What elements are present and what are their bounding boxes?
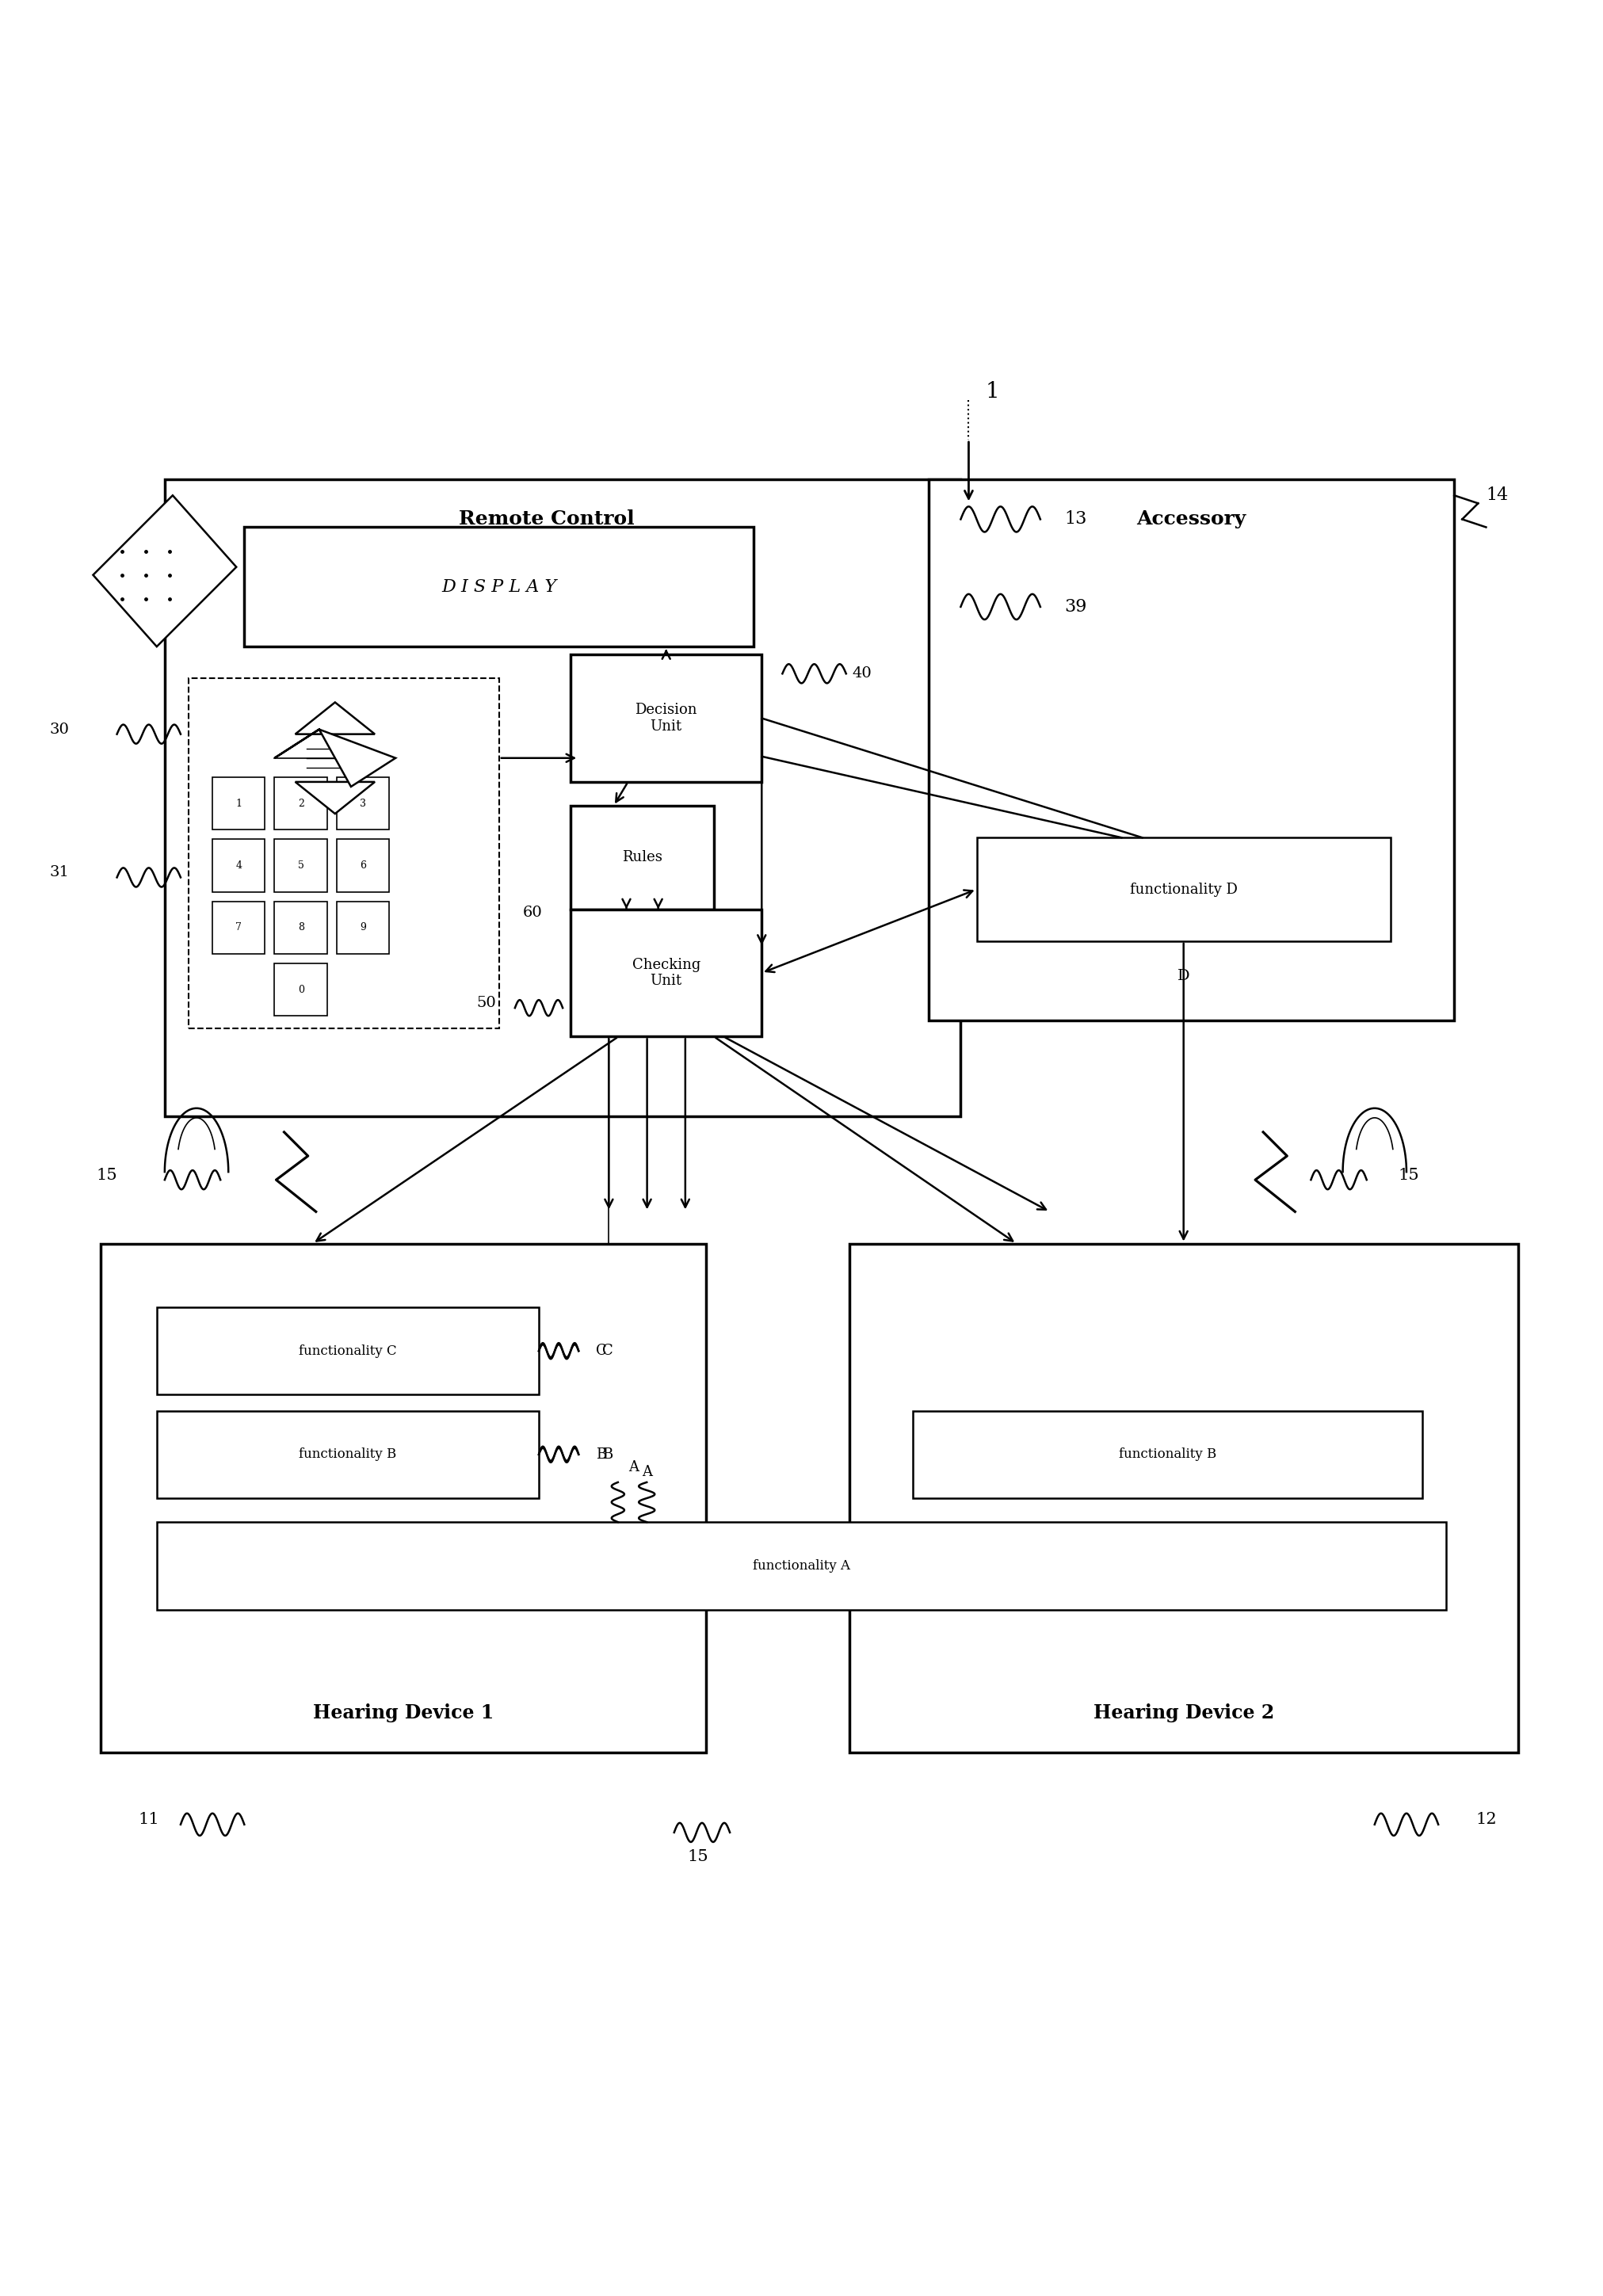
Bar — [928, 480, 1454, 1022]
FancyBboxPatch shape — [213, 840, 264, 891]
Text: 40: 40 — [853, 666, 872, 682]
FancyBboxPatch shape — [157, 1306, 539, 1394]
Text: Hearing Device 2: Hearing Device 2 — [1093, 1704, 1274, 1722]
Text: C: C — [596, 1343, 608, 1357]
FancyBboxPatch shape — [157, 1410, 539, 1499]
Text: 14: 14 — [1486, 487, 1508, 505]
Text: 12: 12 — [1475, 1812, 1497, 1828]
Polygon shape — [295, 783, 375, 813]
Text: 4: 4 — [236, 861, 242, 870]
Text: 39: 39 — [1064, 597, 1087, 615]
Text: A: A — [628, 1460, 640, 1474]
FancyBboxPatch shape — [274, 902, 327, 953]
Text: 9: 9 — [359, 923, 365, 932]
Text: B: B — [603, 1446, 612, 1463]
Text: D: D — [1177, 969, 1189, 983]
Text: functionality B: functionality B — [1119, 1449, 1217, 1460]
Text: Remote Control: Remote Control — [458, 510, 635, 528]
Polygon shape — [274, 730, 396, 788]
Text: 1: 1 — [236, 799, 242, 808]
Bar — [165, 480, 960, 1116]
Text: A: A — [641, 1465, 652, 1479]
Text: functionality A: functionality A — [753, 1559, 850, 1573]
Text: 0: 0 — [298, 985, 305, 994]
Text: B: B — [596, 1446, 606, 1463]
Text: Hearing Device 1: Hearing Device 1 — [313, 1704, 494, 1722]
FancyBboxPatch shape — [213, 902, 264, 953]
Text: 30: 30 — [50, 723, 69, 737]
Text: Checking
Unit: Checking Unit — [632, 957, 701, 987]
FancyBboxPatch shape — [157, 1522, 1446, 1609]
FancyBboxPatch shape — [337, 776, 390, 829]
Text: C: C — [603, 1343, 614, 1357]
FancyBboxPatch shape — [274, 964, 327, 1015]
Text: 50: 50 — [476, 996, 495, 1010]
Bar — [101, 1244, 705, 1752]
Text: 6: 6 — [359, 861, 365, 870]
Polygon shape — [93, 496, 236, 647]
Text: 7: 7 — [236, 923, 242, 932]
Text: functionality B: functionality B — [298, 1449, 396, 1460]
FancyBboxPatch shape — [274, 840, 327, 891]
FancyBboxPatch shape — [337, 902, 390, 953]
Text: 15: 15 — [96, 1169, 117, 1182]
Bar — [571, 654, 761, 783]
Text: 1: 1 — [986, 381, 1000, 402]
FancyBboxPatch shape — [337, 840, 390, 891]
Text: 5: 5 — [298, 861, 305, 870]
FancyBboxPatch shape — [213, 776, 264, 829]
Text: 8: 8 — [298, 923, 305, 932]
Text: 60: 60 — [523, 905, 542, 921]
Text: Decision
Unit: Decision Unit — [635, 703, 697, 735]
Text: D I S P L A Y: D I S P L A Y — [441, 579, 556, 595]
Bar — [571, 909, 761, 1035]
Text: 13: 13 — [1064, 510, 1087, 528]
Text: Rules: Rules — [622, 850, 662, 866]
Polygon shape — [295, 703, 375, 735]
Text: functionality C: functionality C — [298, 1343, 398, 1357]
Text: 11: 11 — [138, 1812, 159, 1828]
Text: Accessory: Accessory — [1137, 510, 1246, 528]
Text: 15: 15 — [688, 1848, 709, 1864]
FancyBboxPatch shape — [976, 838, 1390, 941]
Bar — [189, 677, 499, 1029]
Bar — [850, 1244, 1518, 1752]
Text: 2: 2 — [298, 799, 305, 808]
Bar — [244, 528, 753, 647]
Bar — [571, 806, 713, 909]
FancyBboxPatch shape — [914, 1410, 1422, 1499]
Text: 31: 31 — [50, 866, 69, 879]
FancyBboxPatch shape — [274, 776, 327, 829]
Text: 3: 3 — [359, 799, 365, 808]
Text: 15: 15 — [1398, 1169, 1420, 1182]
Text: functionality D: functionality D — [1130, 882, 1238, 895]
